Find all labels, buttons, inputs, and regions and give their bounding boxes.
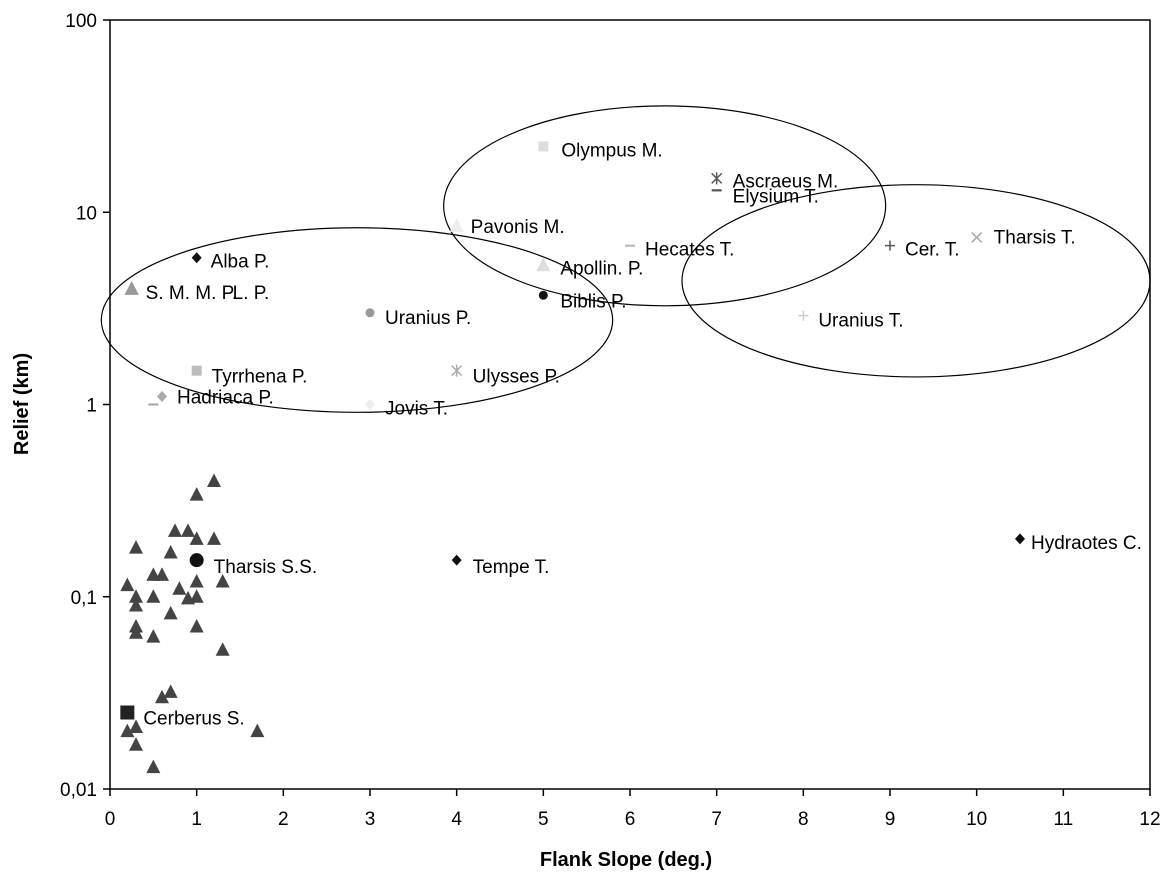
point-label: Pavonis M.	[471, 217, 565, 238]
shield-point	[129, 737, 143, 751]
point-label: Uranius P.	[385, 308, 471, 329]
shield-point	[163, 544, 178, 559]
x-tick-label: 7	[711, 809, 722, 830]
point-label: Uranius T.	[818, 311, 903, 332]
grouping-ellipse	[100, 227, 614, 413]
data-point	[451, 554, 462, 566]
y-tick-label: 1	[86, 396, 97, 417]
shield-point	[189, 589, 204, 603]
shield-point	[215, 642, 230, 656]
x-tick-label: 11	[1053, 809, 1073, 830]
y-tick-label: 10	[76, 203, 97, 224]
shield-point	[189, 531, 204, 545]
data-point	[538, 141, 549, 152]
data-point	[971, 231, 983, 243]
shield-point	[155, 689, 169, 704]
shield-point	[215, 574, 230, 588]
shield-point	[129, 540, 143, 554]
shield-point	[181, 523, 195, 537]
data-point	[157, 391, 167, 403]
shield-point	[207, 531, 221, 545]
point-label: Biblis P.	[560, 291, 626, 312]
x-tick-label: 9	[885, 809, 896, 830]
point-label: Ascraeus M.	[733, 171, 839, 192]
point-label: L. P.	[233, 283, 270, 304]
shield-point	[155, 567, 169, 581]
shield-point	[120, 723, 135, 738]
data-point	[189, 553, 204, 568]
data-point	[536, 257, 551, 272]
point-label: Jovis T.	[385, 399, 448, 420]
x-tick-label: 3	[365, 809, 376, 830]
point-label: S. M. M. P.	[146, 283, 238, 304]
point-label: Tempe T.	[473, 557, 550, 578]
x-tick-label: 12	[1139, 809, 1160, 830]
data-point	[449, 218, 464, 232]
data-point	[1015, 533, 1025, 545]
point-label: Ulysses P.	[473, 367, 560, 388]
data-point	[124, 281, 139, 295]
x-tick-label: 2	[278, 809, 289, 830]
shield-point	[172, 581, 187, 595]
point-label: Cer. T.	[905, 240, 960, 261]
point-label: Hadriaca P.	[177, 388, 274, 409]
y-tick-label: 0,1	[71, 588, 97, 609]
x-tick-label: 8	[798, 809, 809, 830]
point-labels: Olympus M. Ascraeus M.Elysium T. Pavonis M…	[143, 140, 1142, 729]
x-tick-label: 10	[966, 809, 987, 830]
x-tick-label: 6	[625, 809, 636, 830]
point-label: Elysium T.	[733, 186, 819, 207]
shield-point	[207, 473, 221, 488]
grouping-ellipse	[681, 184, 1151, 378]
x-tick-label: 5	[538, 809, 549, 830]
shield-point	[146, 589, 161, 603]
data-point	[365, 308, 375, 318]
shield-point	[189, 619, 204, 633]
data-point	[451, 364, 463, 377]
shield-point	[146, 759, 161, 774]
point-label: Cerberus S.	[143, 708, 244, 729]
grouping-ellipses	[100, 105, 1151, 413]
shield-point	[129, 589, 143, 603]
shield-point	[120, 577, 135, 592]
data-point	[365, 399, 375, 410]
shield-point	[129, 625, 143, 639]
grouping-ellipse	[443, 105, 887, 307]
data-point	[191, 252, 202, 264]
y-tick-label: 0,01	[60, 780, 97, 801]
shield-point	[129, 719, 143, 734]
data-point	[885, 240, 895, 251]
point-label: Apollin. P.	[560, 258, 643, 279]
shield-point	[168, 523, 182, 537]
x-axis-label: Flank Slope (deg.)	[540, 849, 712, 871]
point-label: Alba P.	[211, 252, 270, 273]
shield-point	[163, 605, 178, 620]
data-point	[120, 705, 135, 720]
shield-point	[146, 629, 161, 643]
point-label: Tharsis T.	[994, 227, 1076, 248]
shield-point	[129, 598, 143, 612]
point-label: Hydraotes C.	[1031, 533, 1142, 554]
data-point	[711, 172, 723, 185]
shield-point	[189, 487, 204, 501]
shield-point	[250, 723, 265, 738]
data-point	[191, 365, 202, 376]
point-label: Olympus M.	[561, 140, 662, 161]
x-tick-label: 0	[105, 809, 116, 830]
y-axis-label: Relief (km)	[11, 353, 33, 455]
shield-point	[189, 574, 204, 588]
point-label: Hecates T.	[645, 240, 734, 261]
point-label: Tyrrhena P.	[212, 367, 308, 388]
x-tick-label: 4	[451, 809, 462, 830]
shield-point	[163, 684, 178, 698]
point-label: Tharsis S.S.	[214, 557, 317, 578]
data-point	[538, 290, 548, 300]
data-markers	[120, 141, 1025, 774]
y-tick-label: 100	[65, 11, 97, 32]
data-point	[798, 310, 809, 321]
x-tick-label: 1	[191, 809, 202, 830]
